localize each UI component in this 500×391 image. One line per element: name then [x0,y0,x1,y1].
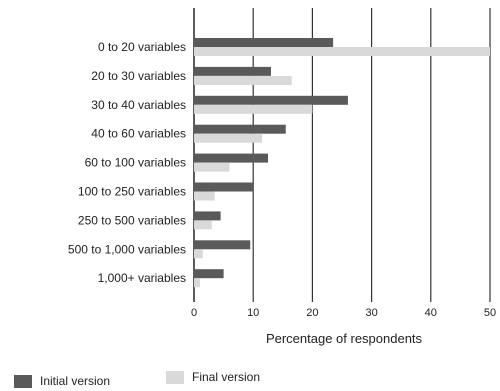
category-label: 40 to 60 variables [91,127,186,141]
bar-initial [194,153,268,163]
legend-initial-swatch [14,374,32,388]
bar-final [194,249,203,259]
bar-initial [194,95,348,105]
bar-initial [194,211,221,221]
category-label: 20 to 30 variables [91,69,186,83]
x-axis-title: Percentage of respondents [266,331,423,346]
bar-initial [194,38,334,47]
category-label: 100 to 250 variables [78,185,186,199]
x-tick-label: 40 [425,307,437,319]
bar-initial [194,240,251,250]
category-label: 500 to 1,000 variables [68,242,186,256]
category-label: 60 to 100 variables [85,156,186,170]
bars [194,38,490,288]
legend-initial-label: Initial version [40,374,111,388]
x-tick-label: 30 [365,307,377,319]
bar-final [194,278,200,288]
category-labels: 0 to 20 variables 20 to 30 variables 30 to… [68,40,186,285]
x-tick-label: 20 [306,307,318,319]
x-tick-label: 10 [247,307,259,319]
x-axis-ticks: 0 10 20 30 40 50 [191,307,496,319]
category-label: 0 to 20 variables [98,40,186,54]
legend-final-swatch [166,370,184,384]
legend-final-label: Final version [192,370,261,384]
category-label: 250 to 500 variables [78,213,186,227]
category-label: 30 to 40 variables [91,98,186,112]
legend-final: Final version [166,370,260,384]
x-tick-label: 50 [484,307,496,319]
category-label: 1,000+ variables [98,271,186,285]
bar-final [194,191,215,201]
bar-final [194,47,490,56]
bar-final [194,220,212,230]
bar-initial [194,66,271,76]
bar-initial [194,124,286,134]
bar-final [194,133,263,143]
bar-initial [194,182,254,192]
bar-final [194,162,230,172]
x-tick-label: 0 [191,307,197,319]
bar-final [194,75,292,85]
bar-initial [194,269,224,279]
bar-final [194,104,313,114]
legend-initial: Initial version [14,374,110,388]
